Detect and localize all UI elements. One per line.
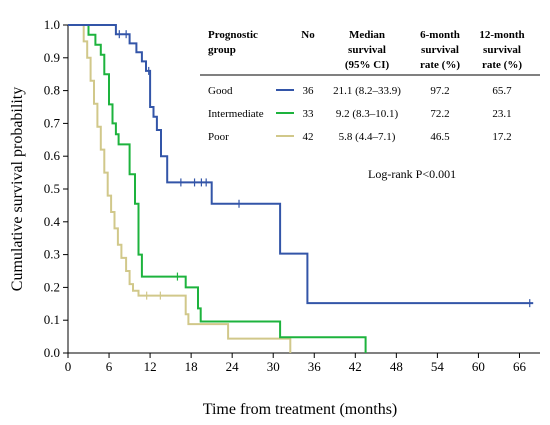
table-header: survival [421,44,459,56]
x-tick-label: 18 [185,359,198,374]
table-header: survival [348,44,386,56]
y-tick-label: 0.0 [44,345,60,360]
legend-table: Prognostic group No Median survival (95% CI) 6… [200,29,540,143]
table-n: 42 [303,131,314,143]
table-twelve-month: 65.7 [492,85,512,97]
y-tick-label: 0.6 [44,148,61,163]
table-group-label: Intermediate [208,108,264,120]
x-tick-label: 60 [472,359,485,374]
x-tick-label: 48 [390,359,403,374]
table-header: 6-month [420,29,460,41]
y-ticks: 0.0 0.1 0.2 0.3 0.4 0.5 0.6 0.7 0.8 0.9 1.0 [44,17,68,360]
table-group-label: Poor [208,131,229,143]
table-header: survival [483,44,521,56]
y-tick-label: 1.0 [44,17,60,32]
x-tick-label: 30 [267,359,280,374]
table-six-month: 46.5 [430,131,450,143]
series-line-intermediate [68,24,367,353]
x-tick-label: 12 [144,359,157,374]
table-twelve-month: 23.1 [492,108,511,120]
table-header: No [301,29,315,41]
y-tick-label: 0.9 [44,50,60,65]
y-tick-label: 0.1 [44,312,60,327]
x-tick-label: 36 [308,359,322,374]
table-header: rate (%) [482,59,522,71]
x-tick-label: 66 [513,359,527,374]
table-header: Median [349,29,385,41]
table-n: 33 [303,108,315,120]
x-tick-label: 42 [349,359,362,374]
x-tick-label: 24 [226,359,240,374]
table-six-month: 72.2 [430,108,449,120]
table-six-month: 97.2 [430,85,449,97]
y-tick-label: 0.2 [44,279,60,294]
table-headers: Prognostic group No Median survival (95% CI) 6… [208,29,525,71]
logrank-annotation: Log-rank P<0.001 [368,167,456,181]
y-axis-title: Cumulative survival probability [9,87,26,291]
table-median: 21.1 (8.2–33.9) [333,85,401,97]
table-median: 5.8 (4.4–7.1) [339,131,396,143]
table-header: 12-month [479,29,524,41]
table-median: 9.2 (8.3–10.1) [336,108,399,120]
series-line-poor [68,24,292,353]
x-tick-label: 6 [106,359,113,374]
x-tick-label: 0 [65,359,72,374]
x-tick-label: 54 [431,359,445,374]
series-line-good [68,24,534,305]
table-group-label: Good [208,85,233,97]
x-ticks: 0 6 12 18 24 30 36 42 48 54 60 66 [65,353,527,374]
y-tick-label: 0.8 [44,83,60,98]
table-header: (95% CI) [345,59,390,71]
table-n: 36 [303,85,315,97]
y-tick-label: 0.7 [44,115,61,130]
y-tick-label: 0.5 [44,181,60,196]
x-axis-title: Time from treatment (months) [203,401,398,418]
table-header: Prognostic [208,29,258,41]
series-group [68,24,534,353]
table-header: rate (%) [420,59,460,71]
table-rows: Good 36 21.1 (8.2–33.9) 97.2 65.7 Intermediat… [208,85,512,143]
table-header: group [208,44,236,56]
y-tick-label: 0.3 [44,247,60,262]
table-twelve-month: 17.2 [492,131,511,143]
y-tick-label: 0.4 [44,214,61,229]
